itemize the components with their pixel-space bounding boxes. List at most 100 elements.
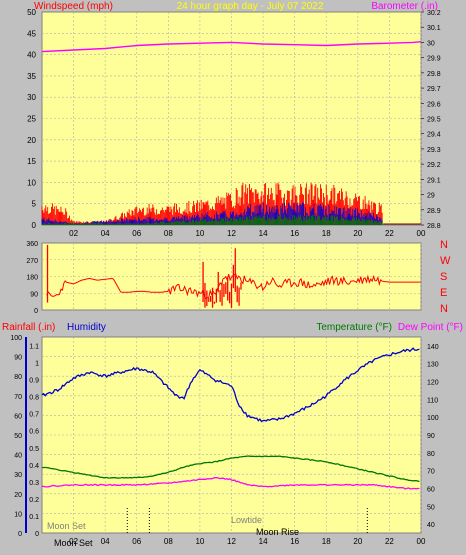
temperature-tick-label: 100 xyxy=(427,415,439,422)
humidity-tick-label: 100 xyxy=(10,335,22,342)
temperature-x-tick-label: 06 xyxy=(132,537,141,546)
rainfall-axis-label: Rainfall (.in) xyxy=(2,322,55,333)
dewpoint-line xyxy=(41,476,420,490)
temperature-x-tick-label: 04 xyxy=(101,537,110,546)
moon-set-footer-label: Moon Set xyxy=(54,538,93,548)
wind-tick-label: 35 xyxy=(27,72,36,81)
wind-tick-label: 0 xyxy=(32,221,37,230)
rainfall-tick-label: 0.4 xyxy=(29,463,39,470)
direction-tick-label: 180 xyxy=(26,275,38,282)
temperature-x-tick-label: 16 xyxy=(290,537,299,546)
direction-tick-label: 270 xyxy=(26,258,38,265)
wind-x-tick-label: 20 xyxy=(353,229,362,238)
rainfall-ticks: 0 0.1 0.2 0.3 0.4 0.5 0.6 0.7 0.8 0.9 1 1.1 xyxy=(29,344,39,538)
humidity-tick-label: 50 xyxy=(14,433,22,440)
direction-tick-label: 360 xyxy=(26,241,38,248)
wind-tick-label: 15 xyxy=(27,157,36,166)
humidity-tick-label: 80 xyxy=(14,374,22,381)
wind-x-tick-label: 12 xyxy=(227,229,236,238)
wind-x-ticks: 02 04 06 08 10 12 14 16 18 20 22 00 xyxy=(69,229,426,238)
temperature-ticks: 40 50 60 70 80 90 100 110 120 130 140 xyxy=(427,344,439,529)
barometer-tick-label: 30.1 xyxy=(427,25,441,32)
temperature-x-tick-label: 00 xyxy=(417,537,426,546)
moon-set-annotation: Moon Set xyxy=(47,521,86,531)
wind-left-ticks: 0 5 10 15 20 25 30 35 40 45 50 xyxy=(27,8,36,230)
compass-label: N xyxy=(440,239,448,251)
humidity-tick-label: 30 xyxy=(14,472,22,479)
humidity-line xyxy=(41,347,420,423)
temperature-tick-label: 110 xyxy=(427,397,438,404)
wind-x-tick-label: 10 xyxy=(195,229,204,238)
barometer-tick-label: 28.8 xyxy=(427,223,441,230)
rainfall-tick-label: 0 xyxy=(35,531,39,538)
humidity-tick-label: 60 xyxy=(14,413,22,420)
direction-tick-label: 90 xyxy=(30,291,38,298)
wind-tick-label: 10 xyxy=(27,178,36,187)
barometer-tick-label: 29.1 xyxy=(427,177,441,184)
temperature-x-tick-label: 10 xyxy=(195,537,204,546)
lowtide-annotation: Lowtide xyxy=(231,515,262,525)
temperature-x-tick-label: 02 xyxy=(69,537,78,546)
barometer-tick-label: 28.9 xyxy=(427,208,441,215)
rainfall-tick-label: 0.6 xyxy=(29,429,39,436)
wind-x-tick-label: 04 xyxy=(101,229,110,238)
rainfall-tick-label: 1 xyxy=(35,361,39,368)
barometer-tick-label: 29.6 xyxy=(427,101,441,108)
barometer-tick-label: 29.2 xyxy=(427,162,441,169)
temperature-x-ticks: 02 04 06 08 10 12 14 16 18 20 22 00 xyxy=(69,537,426,546)
humidity-tick-label: 0 xyxy=(18,531,22,538)
temperature-x-tick-label: 18 xyxy=(322,537,331,546)
wind-barometer-chart: Windspeed (mph) 24 hour graph day - July… xyxy=(27,1,441,238)
wind-tick-label: 45 xyxy=(27,29,36,38)
temperature-tick-label: 140 xyxy=(427,344,439,351)
compass-label: N xyxy=(440,303,448,315)
event-marks xyxy=(126,508,368,533)
rainfall-tick-label: 0.7 xyxy=(29,412,39,419)
barometer-axis-label: Barometer (.in) xyxy=(371,1,438,12)
wind-x-tick-label: 14 xyxy=(259,229,268,238)
temperature-tick-label: 60 xyxy=(427,486,435,493)
direction-tick-label: 0 xyxy=(34,308,38,315)
temperature-tick-label: 40 xyxy=(427,522,435,529)
rainfall-tick-label: 0.9 xyxy=(29,378,39,385)
wind-tick-label: 20 xyxy=(27,136,36,145)
wind-x-tick-label: 00 xyxy=(417,229,426,238)
wind-x-tick-label: 22 xyxy=(385,229,394,238)
temperature-series xyxy=(41,347,420,490)
barometer-tick-label: 29.5 xyxy=(427,117,441,124)
temperature-tick-label: 90 xyxy=(427,433,435,440)
moon-rise-footer-label: Moon Rise xyxy=(256,527,299,537)
wind-tick-label: 5 xyxy=(32,200,37,209)
compass-label: E xyxy=(440,287,447,299)
barometer-tick-label: 29.3 xyxy=(427,147,441,154)
humidity-tick-label: 10 xyxy=(14,511,22,518)
wind-x-tick-label: 06 xyxy=(132,229,141,238)
barometer-tick-label: 30.2 xyxy=(427,10,441,17)
barometer-tick-label: 29.8 xyxy=(427,71,441,78)
wind-axis-label: Windspeed (mph) xyxy=(34,1,113,12)
humidity-ticks: 0 10 20 30 40 50 60 70 80 90 100 xyxy=(10,335,27,538)
direction-series xyxy=(46,244,421,308)
wind-tick-label: 25 xyxy=(27,115,36,124)
humidity-tick-label: 90 xyxy=(14,355,22,362)
temperature-axis-label: Temperature (°F) xyxy=(316,322,392,333)
barometer-line xyxy=(41,41,422,53)
temperature-tick-label: 130 xyxy=(427,362,439,369)
compass-label: W xyxy=(440,255,451,267)
humidity-axis-label: Humidity xyxy=(67,322,106,333)
wind-x-tick-label: 18 xyxy=(322,229,331,238)
barometer-tick-label: 30 xyxy=(427,40,435,47)
rainfall-tick-label: 0.1 xyxy=(29,514,39,521)
barometer-tick-label: 29.9 xyxy=(427,56,441,63)
temperature-x-tick-label: 12 xyxy=(227,537,236,546)
temperature-x-tick-label: 14 xyxy=(259,537,268,546)
temperature-x-tick-label: 20 xyxy=(353,537,362,546)
barometer-tick-label: 29.4 xyxy=(427,132,441,139)
rainfall-tick-label: 0.8 xyxy=(29,395,39,402)
temperature-x-tick-label: 22 xyxy=(385,537,394,546)
wind-x-tick-label: 02 xyxy=(69,229,78,238)
humidity-tick-label: 20 xyxy=(14,492,22,499)
dewpoint-axis-label: Dew Point (°F) xyxy=(398,322,463,333)
